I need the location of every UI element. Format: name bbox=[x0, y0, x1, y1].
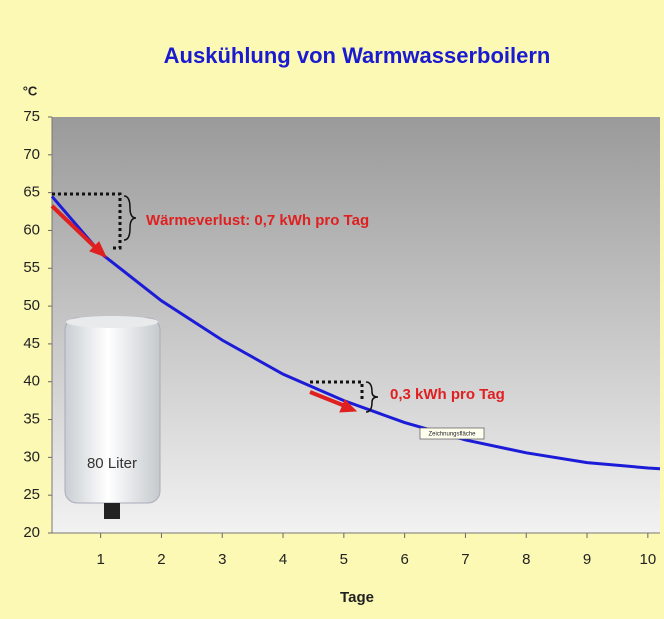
y-tick-label: 45 bbox=[23, 335, 40, 352]
y-tick-label: 40 bbox=[23, 373, 40, 390]
y-tick-label: 50 bbox=[23, 297, 40, 314]
y-tick-label: 25 bbox=[23, 486, 40, 503]
y-tick-label: 70 bbox=[23, 146, 40, 163]
y-tick-label: 60 bbox=[23, 221, 40, 238]
x-tick-label: 7 bbox=[461, 551, 469, 568]
y-tick-label: 75 bbox=[23, 108, 40, 125]
x-tick-label: 8 bbox=[522, 551, 530, 568]
x-tick-label: 2 bbox=[157, 551, 165, 568]
chart: Auskühlung von Warmwasserboilern °C Tage… bbox=[0, 0, 664, 619]
y-tick-label: 55 bbox=[23, 259, 40, 276]
tooltip-text: Zeichnungsfläche bbox=[428, 432, 476, 438]
x-tick-label: 10 bbox=[639, 551, 656, 568]
x-tick-label: 3 bbox=[218, 551, 226, 568]
x-axis-label: Tage bbox=[340, 589, 374, 606]
x-tick-label: 9 bbox=[583, 551, 591, 568]
y-tick-label: 20 bbox=[23, 524, 40, 541]
boiler-label: 80 Liter bbox=[87, 455, 137, 472]
y-axis-label: °C bbox=[23, 83, 38, 98]
x-tick-label: 1 bbox=[96, 551, 104, 568]
x-tick-label: 6 bbox=[400, 551, 408, 568]
y-tick-label: 65 bbox=[23, 184, 40, 201]
y-tick-label: 35 bbox=[23, 411, 40, 428]
x-tick-label: 4 bbox=[279, 551, 287, 568]
boiler-illustration bbox=[65, 316, 160, 519]
annotation: Wärmeverlust: 0,7 kWh pro Tag bbox=[146, 212, 369, 229]
annotation: 0,3 kWh pro Tag bbox=[390, 386, 505, 403]
x-tick-label: 5 bbox=[340, 551, 348, 568]
chart-title: Auskühlung von Warmwasserboilern bbox=[164, 43, 551, 68]
y-tick-label: 30 bbox=[23, 448, 40, 465]
